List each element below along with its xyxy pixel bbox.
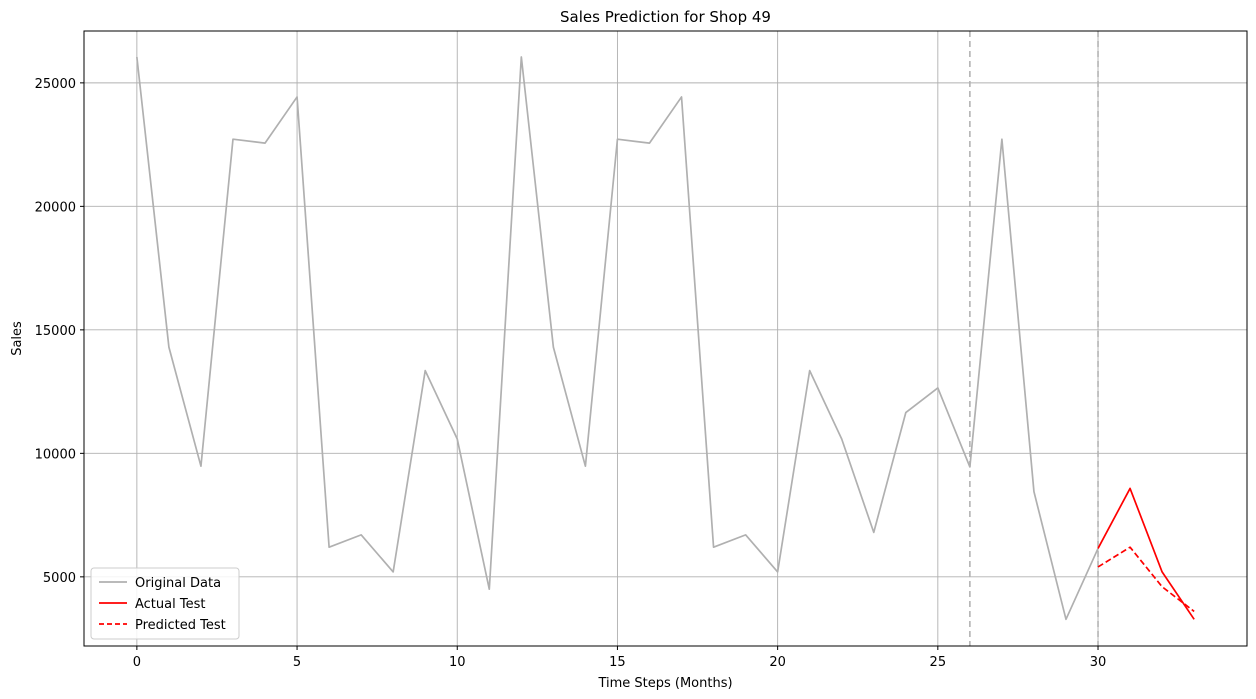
chart-title: Sales Prediction for Shop 49 (560, 8, 771, 26)
x-tick-label-30: 30 (1090, 655, 1107, 670)
x-tick-label-0: 0 (133, 655, 141, 670)
plot-frame (83, 30, 1248, 647)
legend-label-original-data: Original Data (135, 576, 221, 591)
x-axis-title: Time Steps (Months) (597, 676, 732, 691)
series-line-actual-test (1097, 487, 1195, 620)
x-tick-label-5: 5 (293, 655, 301, 670)
y-axis-title: Sales (10, 321, 25, 356)
y-tick-label-15000: 15000 (35, 324, 76, 339)
y-tick-label-20000: 20000 (35, 200, 76, 215)
x-tick-label-25: 25 (930, 655, 947, 670)
legend: Original Data Actual Test Predicted Test (90, 567, 240, 640)
x-tick-label-15: 15 (609, 655, 626, 670)
series-line-original-data (136, 56, 1099, 621)
y-tick-label-10000: 10000 (35, 447, 76, 462)
x-tick-label-20: 20 (769, 655, 786, 670)
axis-ticks: 0 5 10 15 20 25 30 5000 10000 15000 20000 25000 (35, 77, 1107, 670)
legend-label-actual-test: Actual Test (135, 597, 205, 612)
vertical-markers (969, 31, 1099, 646)
legend-box (90, 567, 240, 640)
y-tick-label-25000: 25000 (35, 77, 76, 92)
series-lines (136, 56, 1195, 621)
grid (84, 31, 1247, 646)
y-tick-label-5000: 5000 (43, 571, 76, 586)
x-tick-label-10: 10 (449, 655, 466, 670)
legend-label-predicted-test: Predicted Test (135, 618, 226, 633)
series-line-predicted-test (1097, 546, 1195, 613)
